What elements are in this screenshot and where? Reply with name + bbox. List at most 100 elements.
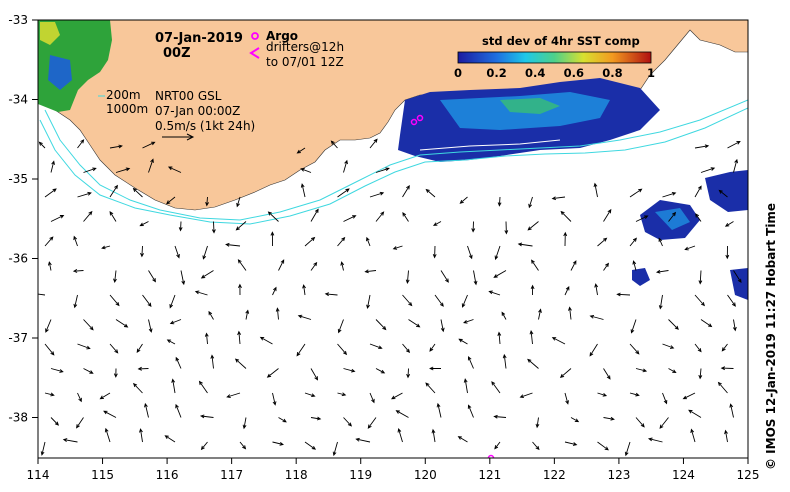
current-arrow bbox=[38, 293, 46, 296]
current-arrow bbox=[662, 392, 668, 405]
current-arrow bbox=[272, 392, 277, 406]
current-arrow bbox=[199, 414, 214, 419]
current-arrow bbox=[395, 410, 409, 418]
current-arrow bbox=[406, 368, 411, 379]
current-arrow bbox=[529, 329, 534, 345]
current-arrow bbox=[167, 166, 182, 173]
current-arrow bbox=[560, 210, 572, 222]
current-arrow bbox=[632, 260, 637, 271]
colorbar-ticks: 0 0.2 0.4 0.6 0.8 1 bbox=[454, 66, 655, 80]
current-arrow bbox=[402, 212, 409, 222]
drifter-legend-icon bbox=[249, 47, 260, 59]
y-tick-label: -34 bbox=[8, 93, 28, 107]
current-arrow bbox=[270, 231, 275, 247]
current-arrow bbox=[535, 417, 540, 429]
current-arrow bbox=[142, 141, 156, 149]
current-arrow bbox=[50, 215, 65, 222]
colorbar-tick-label: 0.8 bbox=[602, 66, 622, 80]
current-arrow bbox=[397, 427, 403, 443]
current-arrow bbox=[366, 236, 371, 247]
current-arrow bbox=[589, 314, 604, 320]
current-arrow bbox=[275, 307, 280, 320]
current-arrow bbox=[109, 294, 120, 307]
current-arrow bbox=[603, 208, 612, 222]
current-arrow bbox=[369, 191, 385, 198]
x-axis: 114 115 116 117 118 119 120 121 122 123 124 125 bbox=[27, 458, 760, 482]
current-arrow bbox=[113, 270, 117, 284]
colorbar-tick-label: 0.6 bbox=[564, 66, 584, 80]
current-arrow bbox=[165, 196, 176, 205]
current-arrow bbox=[296, 147, 306, 154]
x-tick-label: 125 bbox=[737, 468, 760, 482]
current-arrow bbox=[727, 294, 736, 307]
current-arrow bbox=[77, 392, 82, 403]
current-arrow bbox=[497, 331, 502, 345]
current-arrow bbox=[597, 392, 608, 397]
current-arrow bbox=[109, 343, 119, 354]
current-arrow bbox=[171, 378, 176, 394]
current-arrow bbox=[304, 441, 317, 450]
current-arrow bbox=[684, 245, 696, 251]
current-arrow bbox=[369, 138, 378, 149]
sst-patch-west-high bbox=[40, 22, 60, 45]
current-arrow bbox=[310, 261, 318, 271]
current-arrow bbox=[629, 237, 637, 247]
current-arrow bbox=[343, 417, 353, 427]
current-arrow bbox=[337, 236, 346, 247]
current-arrow bbox=[402, 294, 413, 307]
colorbar-tick-label: 1 bbox=[647, 66, 655, 80]
current-arrow bbox=[440, 319, 445, 333]
current-arrow bbox=[148, 319, 153, 333]
current-arrow bbox=[700, 167, 716, 173]
current-arrow bbox=[304, 236, 316, 247]
x-tick-label: 121 bbox=[478, 468, 501, 482]
x-tick-label: 123 bbox=[607, 468, 630, 482]
current-arrow bbox=[204, 332, 209, 345]
current-arrow bbox=[375, 211, 385, 222]
current-arrow bbox=[103, 410, 117, 418]
current-arrow bbox=[205, 196, 209, 207]
colorbar-tick-label: 0 bbox=[454, 66, 462, 80]
sst-patch-east-c bbox=[730, 268, 748, 300]
current-arrow bbox=[302, 284, 306, 296]
current-arrow bbox=[662, 191, 677, 198]
current-arrow bbox=[528, 196, 533, 209]
current-arrow bbox=[725, 245, 730, 260]
current-arrow bbox=[76, 417, 84, 429]
current-arrow bbox=[694, 343, 702, 353]
current-arrow bbox=[278, 417, 287, 423]
current-arrow bbox=[236, 196, 241, 208]
current-arrow bbox=[721, 343, 728, 352]
current-arrow bbox=[175, 356, 182, 369]
current-arrow bbox=[211, 221, 216, 234]
current-arrow bbox=[367, 417, 377, 429]
x-tick-label: 115 bbox=[91, 468, 114, 482]
current-arrow bbox=[272, 286, 277, 296]
y-tick-label: -38 bbox=[8, 411, 28, 425]
current-arrow bbox=[139, 221, 149, 227]
current-arrow bbox=[694, 185, 702, 198]
current-arrow bbox=[425, 188, 436, 198]
current-arrow bbox=[194, 290, 208, 296]
argo-float-icon bbox=[410, 118, 418, 126]
x-tick-label: 124 bbox=[672, 468, 695, 482]
argo-legend-label: Argo bbox=[266, 29, 298, 43]
current-arrow bbox=[366, 294, 371, 310]
current-arrow bbox=[530, 284, 535, 296]
current-arrow bbox=[139, 428, 143, 443]
current-arrow bbox=[473, 270, 478, 286]
x-tick-label: 120 bbox=[414, 468, 437, 482]
current-arrow bbox=[727, 141, 741, 149]
colorbar-title: std dev of 4hr SST comp bbox=[482, 34, 640, 48]
current-arrow bbox=[527, 358, 539, 369]
current-arrow bbox=[266, 368, 279, 378]
argo-float-icon bbox=[416, 114, 424, 122]
current-arrow bbox=[142, 294, 152, 308]
colorbar-tick-label: 0.2 bbox=[486, 66, 506, 80]
current-arrow bbox=[132, 382, 143, 394]
current-arrow bbox=[538, 308, 542, 320]
current-arrow bbox=[551, 196, 566, 201]
current-arrow bbox=[471, 221, 476, 233]
current-arrow bbox=[104, 427, 111, 443]
current-arrow bbox=[733, 270, 742, 284]
